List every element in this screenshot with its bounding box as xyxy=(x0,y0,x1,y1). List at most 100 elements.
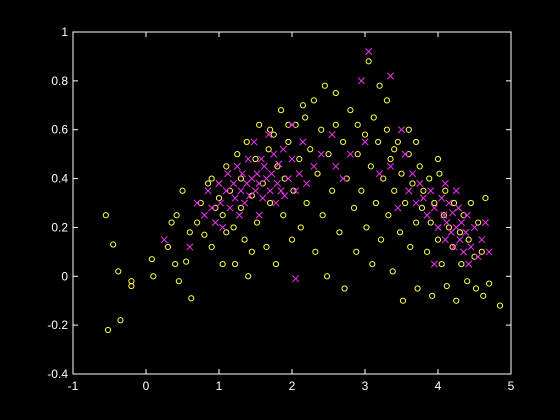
x-marker xyxy=(416,179,424,188)
x-marker xyxy=(299,138,307,146)
x-marker xyxy=(412,199,420,207)
circle-marker xyxy=(426,175,433,182)
circle-marker xyxy=(391,187,398,194)
x-marker xyxy=(443,218,451,227)
x-marker xyxy=(365,47,373,56)
circle-marker xyxy=(281,175,288,182)
circle-marker xyxy=(285,121,292,128)
x-marker xyxy=(481,218,490,227)
circle-marker xyxy=(486,280,493,287)
circle-marker xyxy=(358,187,365,194)
x-marker xyxy=(408,170,417,178)
circle-marker xyxy=(442,187,449,194)
x-marker xyxy=(449,209,457,217)
circle-marker xyxy=(367,163,374,170)
circle-marker xyxy=(241,236,248,243)
circle-marker xyxy=(332,89,339,97)
x-marker xyxy=(224,170,232,178)
x-marker xyxy=(430,260,438,268)
circle-marker xyxy=(396,229,404,236)
circle-marker xyxy=(478,248,485,255)
x-marker xyxy=(215,179,223,188)
circle-marker xyxy=(398,170,405,177)
circle-marker xyxy=(296,155,303,163)
circle-marker xyxy=(369,260,376,268)
x-marker xyxy=(193,199,201,207)
circle-marker xyxy=(332,121,339,128)
circle-marker xyxy=(245,273,252,280)
circle-marker xyxy=(115,268,122,275)
circle-marker xyxy=(219,212,226,219)
x-marker xyxy=(467,243,475,251)
y-tick-label: -0.2 xyxy=(47,318,68,332)
x-tick-label: -1 xyxy=(68,379,79,393)
circle-marker xyxy=(341,285,348,292)
circle-marker xyxy=(361,131,369,138)
x-marker xyxy=(397,126,406,134)
circle-marker xyxy=(449,243,456,251)
circle-marker xyxy=(231,260,239,268)
circle-marker xyxy=(110,241,117,248)
circle-marker xyxy=(472,285,480,292)
circle-marker xyxy=(416,163,423,170)
circle-marker xyxy=(128,278,135,285)
x-marker xyxy=(339,175,347,183)
circle-marker xyxy=(376,82,383,89)
x-marker xyxy=(427,187,435,195)
circle-marker xyxy=(212,204,219,211)
circle-marker xyxy=(208,243,215,251)
circle-marker xyxy=(434,155,442,163)
circle-marker xyxy=(370,114,377,121)
circle-marker xyxy=(340,138,347,146)
x-marker xyxy=(230,179,238,188)
x-marker xyxy=(275,160,283,168)
x-marker xyxy=(240,199,249,207)
circle-marker xyxy=(277,107,285,114)
x-marker xyxy=(255,179,263,188)
circle-marker xyxy=(458,260,465,268)
x-marker xyxy=(485,248,493,256)
x-marker xyxy=(457,218,465,227)
x-marker xyxy=(270,150,278,158)
x-marker xyxy=(332,162,340,170)
x-marker xyxy=(233,162,241,170)
series-2 xyxy=(160,47,493,283)
x-marker xyxy=(454,204,462,212)
circle-marker xyxy=(377,236,385,243)
x-marker xyxy=(328,131,336,139)
circle-marker xyxy=(434,236,442,243)
circle-marker xyxy=(427,219,434,226)
circle-marker xyxy=(375,138,382,146)
circle-marker xyxy=(391,146,398,153)
x-tick-label: 4 xyxy=(435,379,442,393)
circle-marker xyxy=(253,219,261,226)
circle-marker xyxy=(383,126,390,133)
circle-marker xyxy=(164,243,171,251)
x-marker xyxy=(255,211,263,219)
x-marker xyxy=(237,187,245,195)
circle-marker xyxy=(302,114,309,121)
x-tick-label: 2 xyxy=(289,379,296,393)
circle-marker xyxy=(467,199,474,207)
x-marker xyxy=(238,170,246,178)
x-marker xyxy=(277,187,285,195)
tick-labels: -1 0 1 2 3 4 5 -0.4 -0.2 0 0.2 0.4 0.6 0.8 1 xyxy=(47,25,514,393)
x-marker xyxy=(310,162,318,170)
circle-marker xyxy=(219,260,226,268)
circle-marker xyxy=(380,175,387,182)
x-marker xyxy=(272,199,280,207)
x-marker xyxy=(441,236,449,244)
circle-marker xyxy=(310,97,317,104)
circle-marker xyxy=(399,297,407,304)
circle-marker xyxy=(117,317,124,324)
x-marker xyxy=(266,187,274,195)
x-marker xyxy=(265,131,273,139)
circle-marker xyxy=(409,180,416,187)
circle-marker xyxy=(460,212,467,219)
x-marker xyxy=(281,192,289,200)
circle-marker xyxy=(179,187,186,194)
circle-marker xyxy=(314,170,321,177)
x-marker xyxy=(386,72,395,80)
circle-marker xyxy=(402,199,409,207)
